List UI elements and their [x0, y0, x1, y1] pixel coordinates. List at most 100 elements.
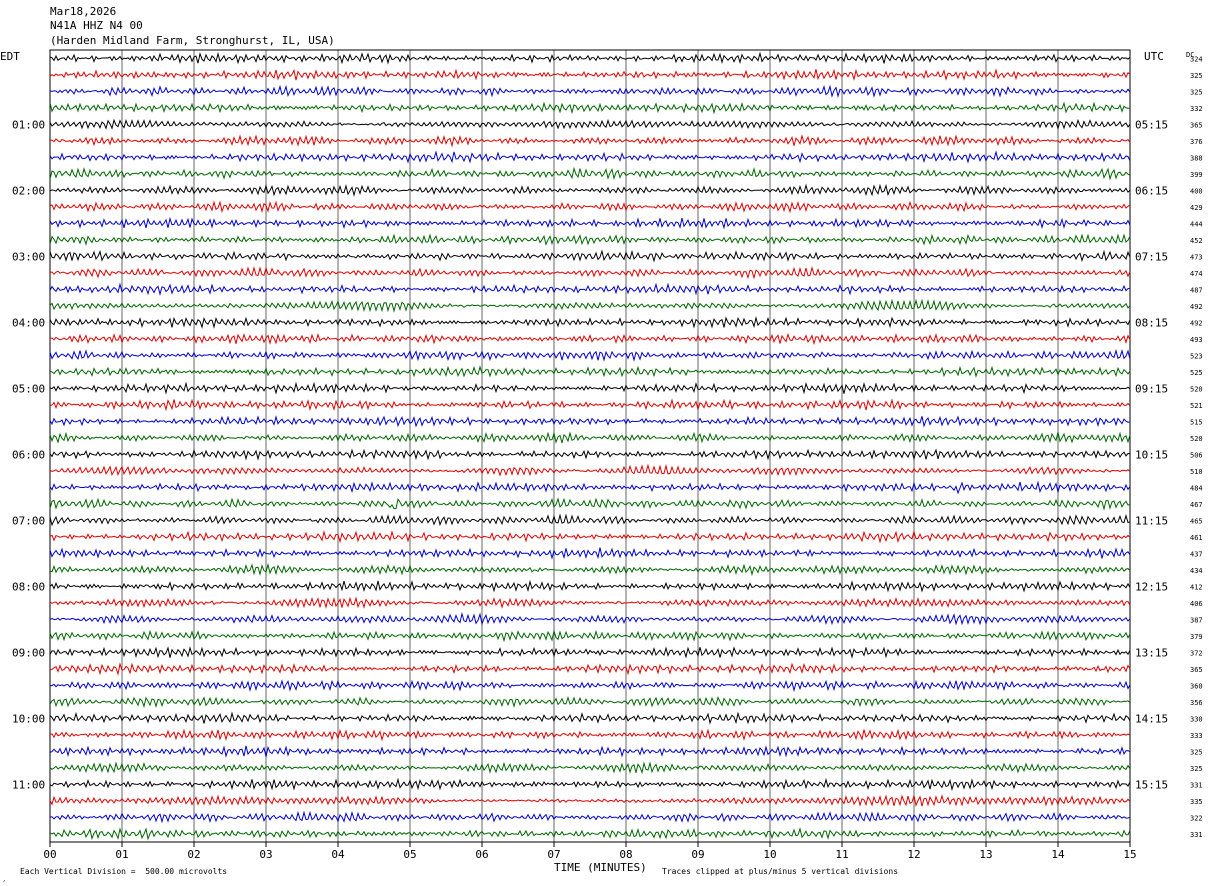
right-hour-label: 07:15 — [1135, 250, 1168, 263]
dc-offset-value: 399 — [1190, 171, 1203, 179]
seismic-trace — [49, 381, 1131, 395]
station-code: N41A HHZ N4 00 — [50, 19, 143, 32]
dc-offset-value: 360 — [1190, 682, 1203, 690]
x-tick-label: 01 — [115, 848, 128, 861]
left-hour-label: 11:00 — [12, 778, 45, 791]
dc-offset-value: 493 — [1190, 336, 1203, 344]
right-hour-label: 08:15 — [1135, 316, 1168, 329]
dc-offset-value: 473 — [1190, 253, 1203, 261]
seismic-trace — [49, 777, 1131, 792]
dc-offset-value: 325 — [1190, 88, 1203, 96]
seismic-trace — [49, 183, 1131, 198]
dc-offset-value: 465 — [1190, 517, 1203, 525]
dc-offset-value: 492 — [1190, 319, 1203, 327]
x-tick-label: 12 — [907, 848, 920, 861]
seismic-trace — [49, 497, 1131, 511]
dc-offset-value: 434 — [1190, 567, 1203, 575]
dc-offset-value: 325 — [1190, 72, 1203, 80]
right-hour-label: 05:15 — [1135, 118, 1168, 131]
dc-offset-value: 474 — [1190, 270, 1203, 278]
seismic-trace — [49, 463, 1131, 477]
x-tick-label: 04 — [331, 848, 345, 861]
dc-offset-values: 324 325 325 332 365 376 388 399 400 429 444 452 473 4… — [1190, 55, 1203, 839]
seismic-trace — [49, 579, 1131, 593]
x-tick-label: 15 — [1123, 848, 1136, 861]
seismic-trace — [49, 249, 1131, 263]
right-hour-label: 13:15 — [1135, 646, 1168, 659]
dc-offset-value: 429 — [1190, 204, 1203, 212]
dc-offset-value: 388 — [1190, 154, 1203, 162]
vertical-division-note: Each Vertical Division = 500.00 microvol… — [20, 867, 228, 876]
seismic-trace — [49, 298, 1131, 313]
seismic-trace — [49, 547, 1131, 560]
seismic-trace — [49, 431, 1131, 444]
left-hour-label: 04:00 — [12, 316, 45, 329]
left-hour-label: 06:00 — [12, 448, 45, 461]
seismic-trace — [49, 529, 1131, 544]
plot-frame — [49, 49, 1131, 843]
dc-offset-value: 461 — [1190, 534, 1203, 542]
seismic-trace — [49, 118, 1131, 130]
dc-offset-value: 324 — [1190, 55, 1203, 63]
dc-offset-value: 332 — [1190, 105, 1203, 113]
station-location: (Harden Midland Farm, Stronghurst, IL, U… — [50, 34, 335, 47]
left-hour-labels: 01:00 02:00 03:00 04:00 05:00 06:00 07:00 08:00… — [12, 118, 45, 791]
right-hour-label: 10:15 — [1135, 448, 1168, 461]
left-hour-label: 05:00 — [12, 382, 45, 395]
x-tick-label: 09 — [691, 848, 704, 861]
left-hour-label: 10:00 — [12, 712, 45, 725]
seismic-trace — [49, 480, 1131, 495]
seismic-trace — [49, 150, 1131, 164]
dc-offset-value: 387 — [1190, 616, 1203, 624]
dc-offset-value: 356 — [1190, 699, 1203, 707]
x-tick-label: 00 — [43, 848, 56, 861]
left-hour-label: 08:00 — [12, 580, 45, 593]
dc-offset-value: 330 — [1190, 715, 1203, 723]
right-hour-label: 06:15 — [1135, 184, 1168, 197]
seismic-traces — [49, 51, 1131, 841]
x-tick-label: 02 — [187, 848, 200, 861]
right-hour-label: 11:15 — [1135, 514, 1168, 527]
seismic-trace — [49, 68, 1131, 81]
right-hour-labels: 05:15 06:15 07:15 08:15 09:15 10:15 11:15 12:15… — [1135, 118, 1168, 791]
minute-grid — [121, 50, 1059, 842]
dc-offset-value: 400 — [1190, 187, 1203, 195]
dc-offset-value: 506 — [1190, 451, 1203, 459]
seismic-trace — [49, 611, 1131, 626]
right-hour-label: 15:15 — [1135, 778, 1168, 791]
seismic-trace — [50, 679, 1131, 693]
dc-offset-value: 365 — [1190, 666, 1203, 674]
seismic-trace — [49, 745, 1131, 758]
x-tick-label: 13 — [979, 848, 992, 861]
left-hour-label: 07:00 — [12, 514, 45, 527]
seismic-trace — [49, 826, 1131, 841]
dc-offset-value: 331 — [1190, 831, 1203, 839]
seismic-trace — [49, 596, 1131, 609]
seismic-trace — [50, 810, 1131, 824]
seismic-trace — [49, 233, 1131, 246]
seismic-trace — [49, 562, 1131, 577]
left-hour-label: 09:00 — [12, 646, 45, 659]
seismic-trace — [49, 695, 1131, 709]
seismic-trace — [49, 629, 1131, 643]
dc-offset-value: 487 — [1190, 286, 1203, 294]
dc-offset-value: 525 — [1190, 369, 1203, 377]
right-hour-label: 09:15 — [1135, 382, 1168, 395]
seismic-trace — [49, 398, 1131, 412]
dc-offset-header: DC — [1186, 51, 1195, 59]
dc-offset-value: 452 — [1190, 237, 1203, 245]
seismic-trace — [49, 166, 1131, 181]
right-hour-label: 12:15 — [1135, 580, 1168, 593]
seismic-trace — [49, 662, 1131, 676]
seismic-trace — [49, 794, 1131, 807]
dc-offset-value: 437 — [1190, 550, 1203, 558]
right-hour-label: 14:15 — [1135, 712, 1168, 725]
seismic-trace — [49, 84, 1131, 99]
x-tick-label: 07 — [547, 848, 560, 861]
seismic-trace — [49, 415, 1131, 428]
seismic-trace — [49, 646, 1131, 659]
dc-offset-value: 376 — [1190, 138, 1203, 146]
dc-offset-value: 372 — [1190, 649, 1203, 657]
seismic-trace — [49, 51, 1131, 65]
